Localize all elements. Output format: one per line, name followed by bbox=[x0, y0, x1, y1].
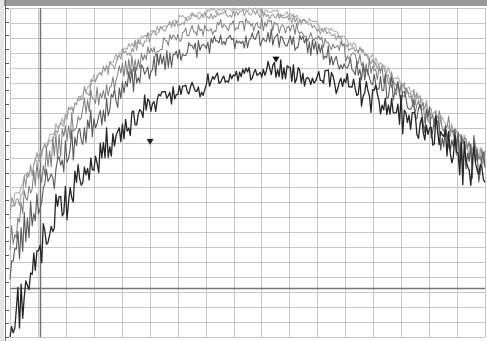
series-lines bbox=[9, 7, 486, 338]
peak-marker bbox=[146, 138, 154, 145]
peak-markers bbox=[146, 56, 280, 145]
gridlines bbox=[10, 8, 486, 338]
series-line bbox=[9, 17, 486, 251]
top-border bbox=[0, 0, 487, 6]
series-line bbox=[9, 59, 486, 338]
left-border bbox=[0, 0, 4, 341]
series-line bbox=[9, 9, 486, 220]
series-line bbox=[9, 28, 486, 280]
peak-marker bbox=[272, 56, 280, 63]
